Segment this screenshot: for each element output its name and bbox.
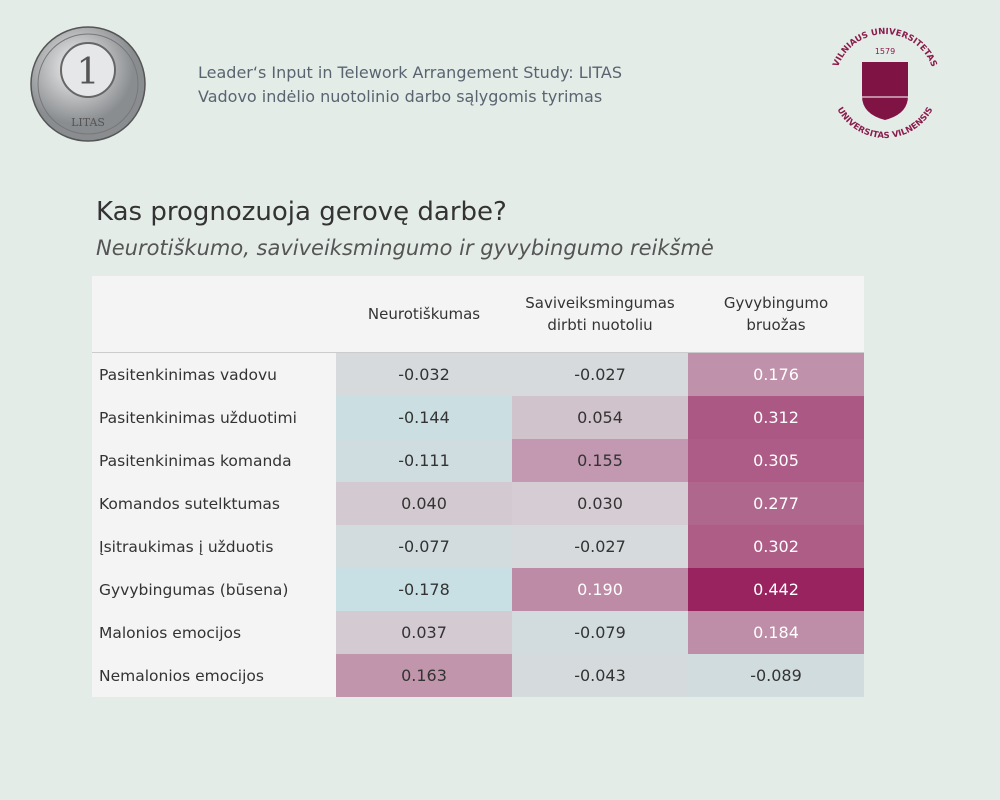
heatmap-cell: 0.442 [688, 568, 864, 611]
heatmap-cell: 0.176 [688, 353, 864, 396]
heatmap-cell: -0.027 [512, 525, 688, 568]
heatmap-cell: 0.277 [688, 482, 864, 525]
row-label: Pasitenkinimas komanda [99, 451, 292, 470]
row-label: Nemalonios emocijos [99, 666, 264, 685]
column-header: Neurotiškumas [367, 305, 481, 323]
row-label: Komandos sutelktumas [99, 494, 280, 513]
row-label: Gyvybingumas (būsena) [99, 580, 289, 599]
chart-title: Kas prognozuoja gerovę darbe? [96, 197, 507, 227]
table-row: Pasitenkinimas užduotimi -0.144 0.054 0.312 [92, 396, 864, 439]
litas-coin-logo: 1 LITAS [30, 26, 146, 142]
study-title-en: Leader‘s Input in Telework Arrangement S… [198, 63, 623, 82]
coin-text: LITAS [71, 116, 105, 129]
heatmap-cell: 0.037 [336, 611, 512, 654]
heatmap-cell: 0.040 [336, 482, 512, 525]
table-row: Malonios emocijos 0.037 -0.079 0.184 [92, 611, 864, 654]
logo-year: 1579 [875, 47, 895, 56]
heatmap-cell: 0.312 [688, 396, 864, 439]
heatmap-cell: 0.054 [512, 396, 688, 439]
heatmap-cell: -0.032 [336, 353, 512, 396]
heatmap-cell: 0.190 [512, 568, 688, 611]
column-header-cell: Saviveiksmingumas dirbti nuotoliu [512, 276, 688, 352]
row-label: Pasitenkinimas užduotimi [99, 408, 297, 427]
column-header: Saviveiksmingumas dirbti nuotoliu [525, 294, 675, 334]
heatmap-cell: -0.077 [336, 525, 512, 568]
heatmap-cell: -0.178 [336, 568, 512, 611]
heatmap-cell: -0.043 [512, 654, 688, 697]
coin-value: 1 [77, 52, 100, 93]
vilnius-university-logo: VILNIAUS UNIVERSITETAS UNIVERSITAS VILNE… [831, 27, 938, 141]
table-row: Įsitraukimas į užduotis -0.077 -0.027 0.302 [92, 525, 864, 568]
heatmap-cell: -0.089 [688, 654, 864, 697]
heatmap-cell: 0.184 [688, 611, 864, 654]
column-header: Gyvybingumo bruožas [723, 294, 829, 334]
chart-subtitle: Neurotiškumo, saviveiksmingumo ir gyvybi… [96, 236, 714, 260]
table-row: Pasitenkinimas vadovu -0.032 -0.027 0.176 [92, 353, 864, 396]
heatmap-cell: 0.030 [512, 482, 688, 525]
table-row: Nemalonios emocijos 0.163 -0.043 -0.089 [92, 654, 864, 697]
correlation-heatmap: Neurotiškumas Saviveiksmingumas dirbti n… [92, 276, 864, 697]
row-label: Pasitenkinimas vadovu [99, 365, 277, 384]
table-row: Pasitenkinimas komanda -0.111 0.155 0.305 [92, 439, 864, 482]
table-row: Komandos sutelktumas 0.040 0.030 0.277 [92, 482, 864, 525]
table-row: Gyvybingumas (būsena) -0.178 0.190 0.442 [92, 568, 864, 611]
heatmap-cell: 0.305 [688, 439, 864, 482]
header-row: Neurotiškumas Saviveiksmingumas dirbti n… [92, 276, 864, 353]
heatmap-cell: -0.027 [512, 353, 688, 396]
heatmap-cell: 0.302 [688, 525, 864, 568]
heatmap-cell: -0.111 [336, 439, 512, 482]
heatmap-cell: -0.079 [512, 611, 688, 654]
row-label: Malonios emocijos [99, 623, 242, 642]
corner-cell [92, 276, 336, 352]
column-header-cell: Neurotiškumas [336, 276, 512, 352]
heatmap-cell: -0.144 [336, 396, 512, 439]
study-title-lt: Vadovo indėlio nuotolinio darbo sąlygomi… [198, 87, 603, 106]
heatmap-cell: 0.163 [336, 654, 512, 697]
heatmap-cell: 0.155 [512, 439, 688, 482]
row-label: Įsitraukimas į užduotis [99, 537, 274, 556]
column-header-cell: Gyvybingumo bruožas [688, 276, 864, 352]
